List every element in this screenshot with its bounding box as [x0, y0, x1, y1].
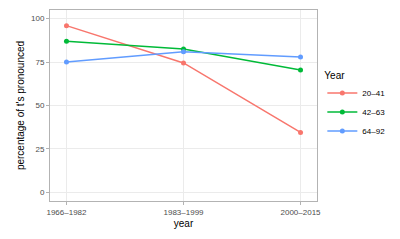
svg-text:2000–2015: 2000–2015 — [281, 208, 322, 217]
svg-text:64–92: 64–92 — [362, 127, 385, 136]
svg-text:1966–1982: 1966–1982 — [46, 208, 87, 217]
svg-text:100: 100 — [31, 14, 45, 23]
svg-text:0: 0 — [40, 188, 45, 197]
svg-text:1983–1999: 1983–1999 — [163, 208, 204, 217]
svg-text:percentage of t's pronounced: percentage of t's pronounced — [15, 41, 26, 170]
svg-text:42–63: 42–63 — [362, 108, 385, 117]
svg-text:20–41: 20–41 — [362, 89, 385, 98]
svg-text:year: year — [174, 218, 194, 229]
svg-text:Year: Year — [324, 70, 345, 81]
svg-text:25: 25 — [35, 145, 44, 154]
svg-text:75: 75 — [35, 58, 44, 67]
svg-text:50: 50 — [35, 101, 44, 110]
